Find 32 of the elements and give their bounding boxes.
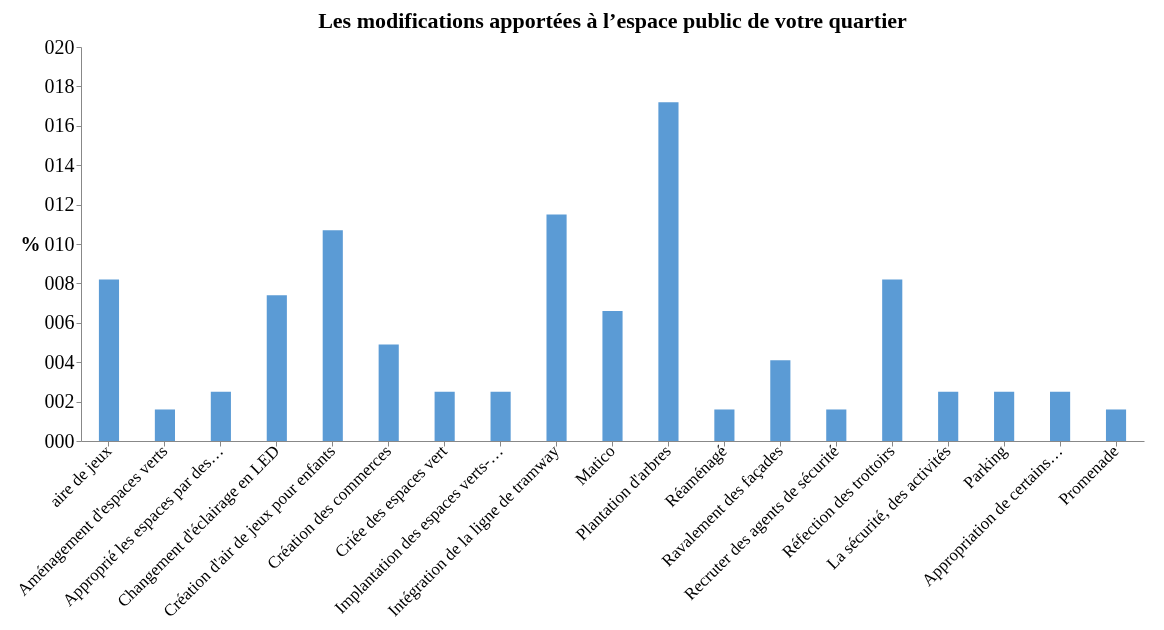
bar (210, 391, 231, 441)
y-tick-label: 004 (44, 350, 75, 373)
bar (994, 391, 1015, 441)
bar (434, 391, 455, 441)
bar (770, 360, 791, 441)
bar (546, 214, 567, 441)
bar (714, 409, 735, 441)
bar (378, 344, 399, 441)
bar (154, 409, 175, 441)
bar (602, 310, 623, 441)
bar (938, 391, 959, 441)
bar (266, 295, 287, 441)
y-tick-label: 012 (44, 193, 75, 216)
y-tick-label: 008 (44, 271, 75, 294)
y-tick-label: 006 (44, 311, 75, 334)
bar (1105, 409, 1127, 441)
y-axis-title: % (20, 232, 41, 255)
bar (490, 391, 511, 441)
y-tick-label: 014 (44, 153, 75, 176)
y-tick-label: 016 (44, 114, 75, 137)
bar (826, 409, 847, 441)
bar (658, 102, 679, 441)
bar (322, 230, 343, 441)
y-tick-label: 020 (44, 35, 75, 58)
bar (882, 279, 903, 441)
chart-title: Les modifications apportées à l’espace public de votre quartier (318, 8, 908, 33)
bar (1050, 391, 1071, 441)
y-tick-label: 002 (44, 390, 75, 413)
bar (98, 279, 120, 441)
y-tick-label: 010 (44, 232, 75, 255)
y-tick-label: 000 (44, 429, 75, 452)
y-tick-label: 018 (44, 74, 75, 97)
